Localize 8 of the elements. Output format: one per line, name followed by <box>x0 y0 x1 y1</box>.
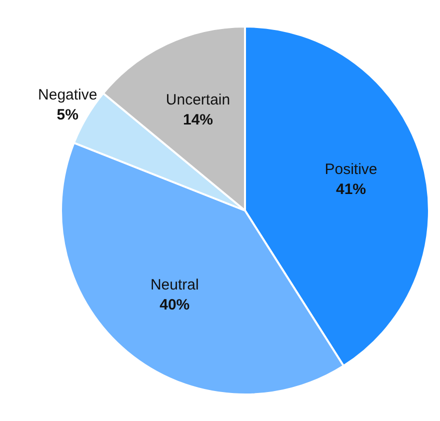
data-label: 14% <box>182 112 214 129</box>
data-label: 5% <box>56 106 78 124</box>
slice-label: Neutral <box>150 276 199 294</box>
data-label: 40% <box>160 296 190 314</box>
slice-label: Negative <box>38 86 98 104</box>
slice-label: Positive <box>324 160 378 178</box>
slice-label: Uncertain <box>166 92 230 109</box>
data-label: 41% <box>336 180 366 198</box>
